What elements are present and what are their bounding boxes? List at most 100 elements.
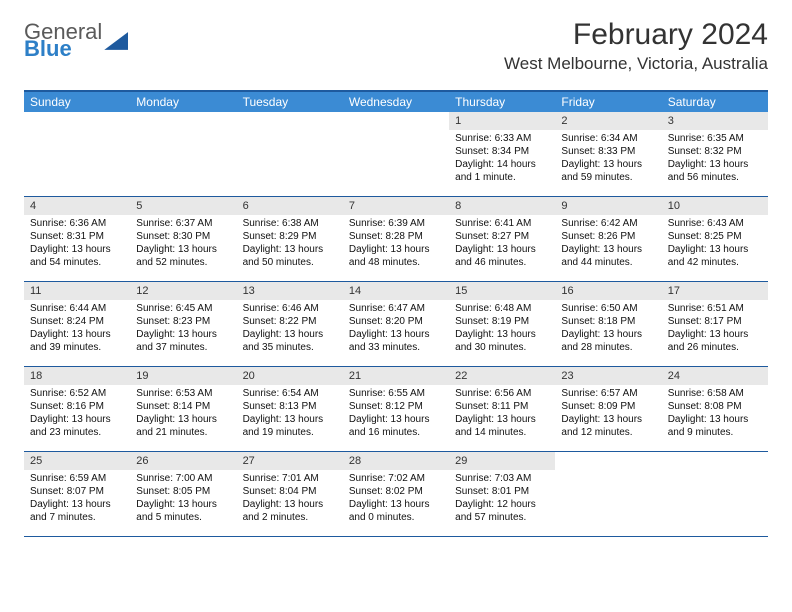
day-content: Sunrise: 7:02 AMSunset: 8:02 PMDaylight:…	[343, 470, 449, 528]
day-number: 1	[449, 112, 555, 130]
sunrise-text: Sunrise: 6:43 AM	[668, 217, 762, 230]
sunrise-text: Sunrise: 6:48 AM	[455, 302, 549, 315]
month-title: February 2024	[504, 18, 768, 52]
day-cell: 2Sunrise: 6:34 AMSunset: 8:33 PMDaylight…	[555, 112, 661, 196]
day-cell: 7Sunrise: 6:39 AMSunset: 8:28 PMDaylight…	[343, 197, 449, 281]
sunset-text: Sunset: 8:20 PM	[349, 315, 443, 328]
daylight-text: Daylight: 13 hours and 7 minutes.	[30, 498, 124, 524]
sunrise-text: Sunrise: 7:03 AM	[455, 472, 549, 485]
sunset-text: Sunset: 8:05 PM	[136, 485, 230, 498]
day-cell: 11Sunrise: 6:44 AMSunset: 8:24 PMDayligh…	[24, 282, 130, 366]
daylight-text: Daylight: 13 hours and 37 minutes.	[136, 328, 230, 354]
daylight-text: Daylight: 13 hours and 56 minutes.	[668, 158, 762, 184]
daylight-text: Daylight: 13 hours and 50 minutes.	[243, 243, 337, 269]
week-row: 11Sunrise: 6:44 AMSunset: 8:24 PMDayligh…	[24, 282, 768, 367]
daylight-text: Daylight: 13 hours and 26 minutes.	[668, 328, 762, 354]
page-header: General Blue February 2024 West Melbourn…	[24, 18, 768, 74]
day-cell: 4Sunrise: 6:36 AMSunset: 8:31 PMDaylight…	[24, 197, 130, 281]
daylight-text: Daylight: 13 hours and 42 minutes.	[668, 243, 762, 269]
empty-cell: 0	[130, 112, 236, 196]
day-number: 15	[449, 282, 555, 300]
week-row: 4 Sunrise: 6:36 AMSunset: 8:31 PM Daylight…	[24, 197, 768, 282]
day-content: Sunrise: 6:55 AMSunset: 8:12 PMDaylight:…	[343, 385, 449, 443]
logo-text: General Blue	[24, 22, 102, 60]
day-cell: 22Sunrise: 6:56 AMSunset: 8:11 PMDayligh…	[449, 367, 555, 451]
day-cell: 21Sunrise: 6:55 AMSunset: 8:12 PMDayligh…	[343, 367, 449, 451]
day-number: 8	[449, 197, 555, 215]
logo: General Blue	[24, 22, 128, 60]
sunset-text: Sunset: 8:25 PM	[668, 230, 762, 243]
day-content: Sunrise: 6:54 AMSunset: 8:13 PMDaylight:…	[237, 385, 343, 443]
day-cell: 28Sunrise: 7:02 AMSunset: 8:02 PMDayligh…	[343, 452, 449, 536]
location-text: West Melbourne, Victoria, Australia	[504, 54, 768, 74]
day-number: 21	[343, 367, 449, 385]
daylight-text: Daylight: 13 hours and 14 minutes.	[455, 413, 549, 439]
day-cell: 25Sunrise: 6:59 AMSunset: 8:07 PMDayligh…	[24, 452, 130, 536]
day-cell: 13Sunrise: 6:46 AMSunset: 8:22 PMDayligh…	[237, 282, 343, 366]
day-cell: 26Sunrise: 7:00 AMSunset: 8:05 PMDayligh…	[130, 452, 236, 536]
day-number: 17	[662, 282, 768, 300]
day-content: Sunrise: 6:53 AMSunset: 8:14 PMDaylight:…	[130, 385, 236, 443]
day-number: 16	[555, 282, 661, 300]
sunset-text: Sunset: 8:30 PM	[136, 230, 230, 243]
sunrise-text: Sunrise: 6:41 AM	[455, 217, 549, 230]
empty-cell: 0	[555, 452, 661, 536]
sunrise-text: Sunrise: 6:45 AM	[136, 302, 230, 315]
sunrise-text: Sunrise: 6:47 AM	[349, 302, 443, 315]
sunrise-text: Sunrise: 6:36 AM	[30, 217, 124, 230]
empty-cell: 0	[24, 112, 130, 196]
day-cell: 1Sunrise: 6:33 AMSunset: 8:34 PMDaylight…	[449, 112, 555, 196]
sunset-text: Sunset: 8:02 PM	[349, 485, 443, 498]
day-number: 2	[555, 112, 661, 130]
day-content: Sunrise: 6:58 AMSunset: 8:08 PMDaylight:…	[662, 385, 768, 443]
daylight-text: Daylight: 13 hours and 52 minutes.	[136, 243, 230, 269]
day-number: 4	[24, 197, 130, 215]
empty-cell: 0	[662, 452, 768, 536]
day-content: Sunrise: 6:57 AMSunset: 8:09 PMDaylight:…	[555, 385, 661, 443]
sunrise-text: Sunrise: 6:57 AM	[561, 387, 655, 400]
day-cell: 5Sunrise: 6:37 AMSunset: 8:30 PMDaylight…	[130, 197, 236, 281]
sunrise-text: Sunrise: 6:52 AM	[30, 387, 124, 400]
empty-cell: 0	[343, 112, 449, 196]
sail-icon	[104, 32, 128, 50]
day-cell: 17Sunrise: 6:51 AMSunset: 8:17 PMDayligh…	[662, 282, 768, 366]
sunset-text: Sunset: 8:31 PM	[30, 230, 124, 243]
daylight-text: Daylight: 13 hours and 5 minutes.	[136, 498, 230, 524]
sunset-text: Sunset: 8:12 PM	[349, 400, 443, 413]
week-row: 25Sunrise: 6:59 AMSunset: 8:07 PMDayligh…	[24, 452, 768, 537]
day-content: Sunrise: 6:34 AMSunset: 8:33 PMDaylight:…	[555, 130, 661, 188]
day-cell: 12Sunrise: 6:45 AMSunset: 8:23 PMDayligh…	[130, 282, 236, 366]
weekday-header: Thursday	[449, 92, 555, 112]
day-content: Sunrise: 6:48 AMSunset: 8:19 PMDaylight:…	[449, 300, 555, 358]
day-number: 28	[343, 452, 449, 470]
day-content: Sunrise: 6:46 AMSunset: 8:22 PMDaylight:…	[237, 300, 343, 358]
day-number: 13	[237, 282, 343, 300]
sunset-text: Sunset: 8:27 PM	[455, 230, 549, 243]
day-cell: 14Sunrise: 6:47 AMSunset: 8:20 PMDayligh…	[343, 282, 449, 366]
weekday-header: Wednesday	[343, 92, 449, 112]
daylight-text: Daylight: 13 hours and 16 minutes.	[349, 413, 443, 439]
day-cell: 3Sunrise: 6:35 AMSunset: 8:32 PMDaylight…	[662, 112, 768, 196]
sunrise-text: Sunrise: 7:01 AM	[243, 472, 337, 485]
day-number: 22	[449, 367, 555, 385]
sunrise-text: Sunrise: 7:00 AM	[136, 472, 230, 485]
day-number: 25	[24, 452, 130, 470]
week-row: 00001Sunrise: 6:33 AMSunset: 8:34 PMDayl…	[24, 112, 768, 197]
daylight-text: Daylight: 13 hours and 19 minutes.	[243, 413, 337, 439]
sunset-text: Sunset: 8:13 PM	[243, 400, 337, 413]
day-content: Sunrise: 6:51 AMSunset: 8:17 PMDaylight:…	[662, 300, 768, 358]
sunset-text: Sunset: 8:18 PM	[561, 315, 655, 328]
day-content: Sunrise: 6:50 AMSunset: 8:18 PMDaylight:…	[555, 300, 661, 358]
day-number: 27	[237, 452, 343, 470]
sunset-text: Sunset: 8:23 PM	[136, 315, 230, 328]
sunset-text: Sunset: 8:19 PM	[455, 315, 549, 328]
sunrise-text: Sunrise: 6:53 AM	[136, 387, 230, 400]
day-number: 11	[24, 282, 130, 300]
daylight-text: Daylight: 13 hours and 12 minutes.	[561, 413, 655, 439]
day-content: Sunrise: 7:00 AMSunset: 8:05 PMDaylight:…	[130, 470, 236, 528]
sunset-text: Sunset: 8:11 PM	[455, 400, 549, 413]
day-number: 14	[343, 282, 449, 300]
day-number: 9	[555, 197, 661, 215]
daylight-text: Daylight: 14 hours and 1 minute.	[455, 158, 549, 184]
day-number: 20	[237, 367, 343, 385]
